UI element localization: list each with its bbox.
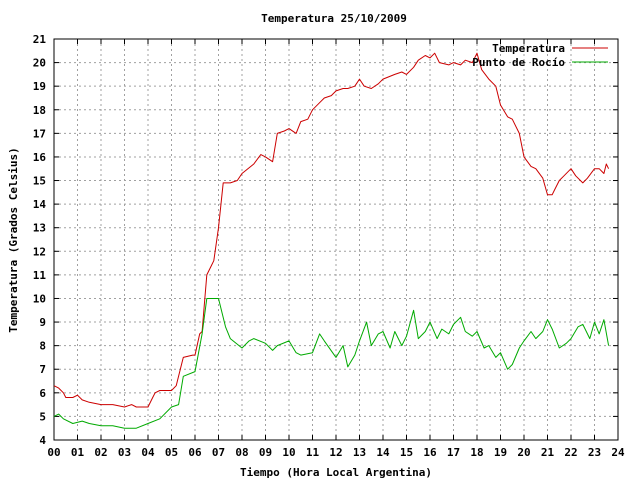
x-tick-label: 13 xyxy=(353,446,366,459)
x-tick-label: 06 xyxy=(188,446,202,459)
x-tick-label: 11 xyxy=(306,446,320,459)
y-tick-label: 10 xyxy=(33,292,46,305)
x-tick-label: 19 xyxy=(494,446,507,459)
x-tick-label: 02 xyxy=(94,446,107,459)
y-tick-label: 11 xyxy=(33,269,47,282)
legend-label-0: Temperatura xyxy=(492,42,565,55)
chart-title: Temperatura 25/10/2009 xyxy=(261,12,407,25)
x-tick-label: 24 xyxy=(611,446,625,459)
grid-lines xyxy=(54,39,618,440)
x-tick-label: 20 xyxy=(517,446,530,459)
x-tick-label: 07 xyxy=(212,446,225,459)
y-axis-label: Temperatura (Grados Celsius) xyxy=(7,147,20,332)
series-line-1 xyxy=(53,298,610,429)
x-tick-label: 01 xyxy=(71,446,85,459)
series-lines xyxy=(53,52,610,429)
x-tick-label: 15 xyxy=(400,446,413,459)
x-tick-label: 23 xyxy=(588,446,601,459)
x-tick-label: 08 xyxy=(235,446,248,459)
y-tick-label: 12 xyxy=(33,245,46,258)
x-axis-label: Tiempo (Hora Local Argentina) xyxy=(240,466,432,479)
y-tick-label: 4 xyxy=(39,434,46,447)
x-tick-label: 03 xyxy=(118,446,131,459)
y-tick-label: 20 xyxy=(33,57,46,70)
x-tick-label: 09 xyxy=(259,446,272,459)
x-tick-label: 12 xyxy=(329,446,342,459)
y-tick-label: 18 xyxy=(33,104,46,117)
x-tick-label: 21 xyxy=(541,446,555,459)
x-tick-label: 22 xyxy=(564,446,577,459)
y-tick-label: 7 xyxy=(39,363,46,376)
x-tick-label: 04 xyxy=(141,446,155,459)
y-tick-label: 6 xyxy=(39,387,46,400)
x-tick-label: 00 xyxy=(47,446,60,459)
x-tick-label: 17 xyxy=(447,446,460,459)
y-tick-label: 15 xyxy=(33,175,46,188)
y-tick-label: 21 xyxy=(33,33,47,46)
x-tick-label: 05 xyxy=(165,446,178,459)
x-tick-label: 16 xyxy=(423,446,437,459)
series-line-0 xyxy=(53,52,610,408)
y-tick-label: 19 xyxy=(33,80,46,93)
y-tick-label: 8 xyxy=(39,340,46,353)
y-tick-label: 16 xyxy=(33,151,47,164)
y-tick-label: 5 xyxy=(39,410,46,423)
legend-label-1: Punto de Rocío xyxy=(472,56,565,69)
y-tick-label: 14 xyxy=(33,198,47,211)
y-tick-label: 17 xyxy=(33,127,46,140)
y-tick-label: 13 xyxy=(33,222,46,235)
x-tick-label: 10 xyxy=(282,446,295,459)
y-tick-label: 9 xyxy=(39,316,46,329)
x-tick-label: 18 xyxy=(470,446,483,459)
x-tick-label: 14 xyxy=(376,446,390,459)
axis-ticks: 4 5 6 7 8 9 10 11 12 13 14 15 16 17 18 19 20 21 00 01 02 03 04… xyxy=(33,33,625,459)
